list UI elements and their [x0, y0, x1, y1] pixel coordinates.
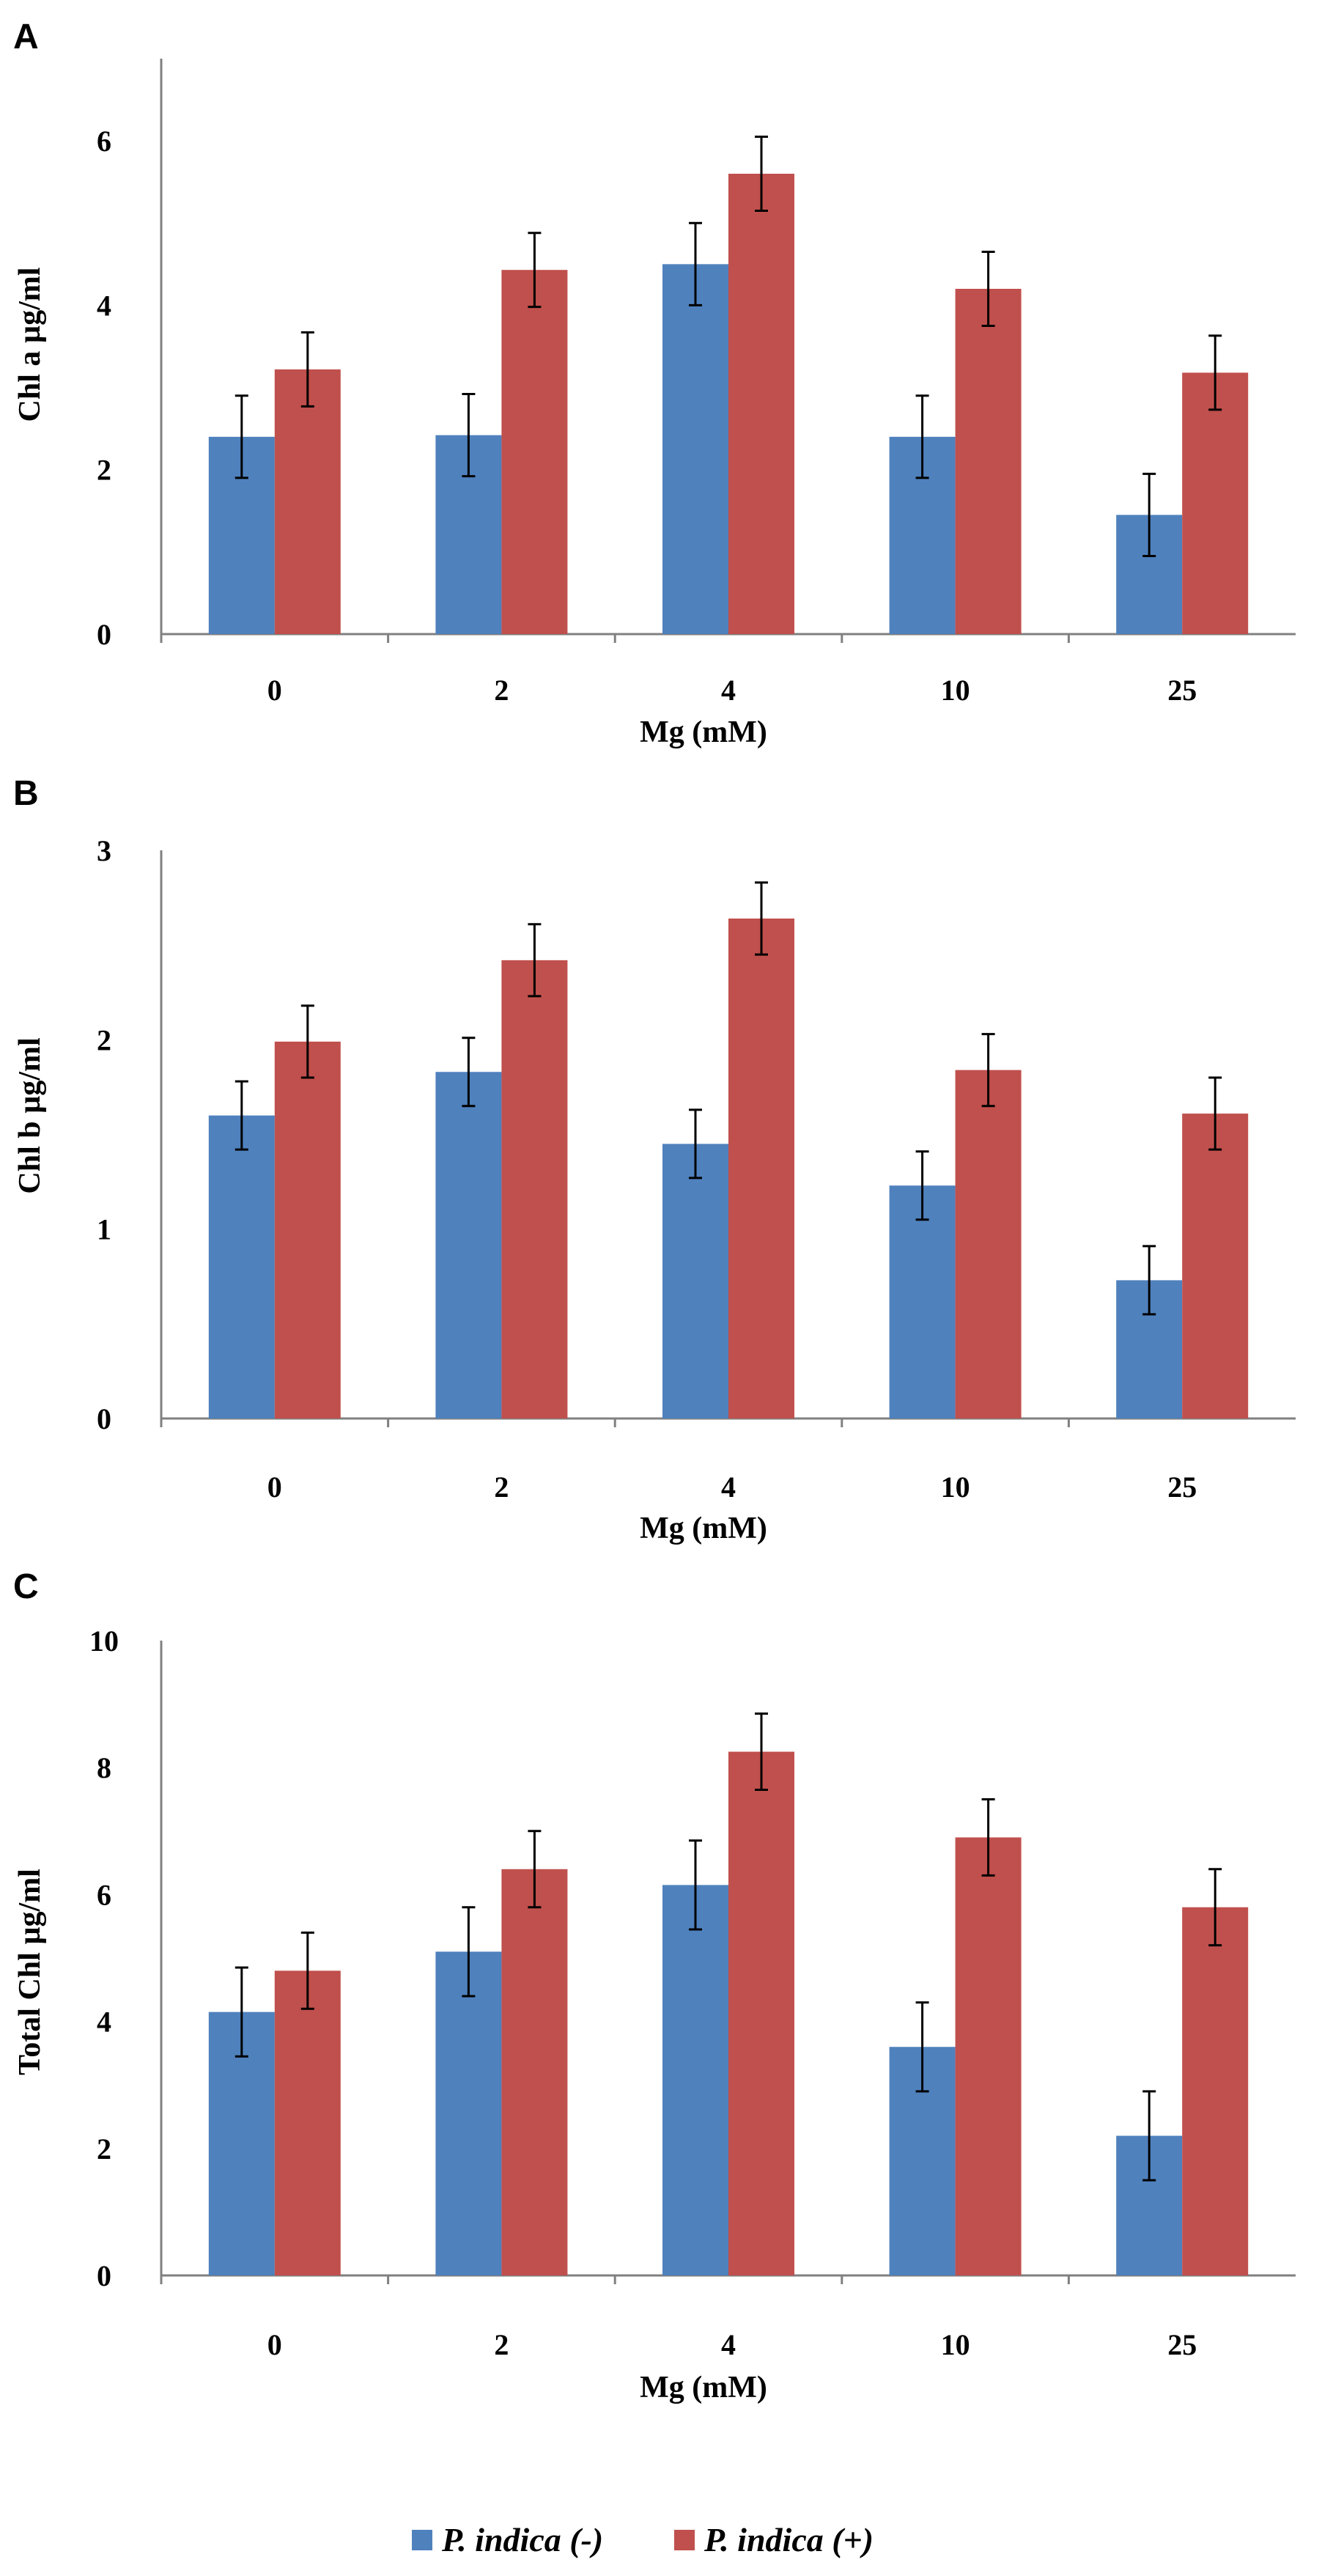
panel-c-x-tick-label: 25	[1167, 2328, 1197, 2361]
panel-c-y-tick-label: 0	[97, 2259, 111, 2292]
panel-b-y-tick-label: 2	[97, 1023, 111, 1056]
legend: P. indica (-) P. indica (+)	[412, 2521, 874, 2558]
panel-b-bar-minus	[662, 1144, 728, 1418]
panel-c-x-tick-label: 10	[941, 2328, 970, 2361]
panel-b-bar-plus	[274, 1041, 341, 1418]
panel-a-bar-plus	[955, 289, 1022, 634]
panel-b-x-tick-label: 10	[941, 1471, 970, 1504]
panel-a-marks: 0 2 4 6 0 2 4 10 25	[97, 59, 1296, 707]
panel-a-bar-plus	[728, 174, 794, 634]
panel-a-y-tick-label: 6	[97, 125, 111, 158]
panel-b-bar-minus	[889, 1185, 956, 1418]
panel-c-y-tick-label: 8	[97, 1751, 111, 1784]
panel-b-bar-plus	[955, 1070, 1022, 1418]
panel-b-y-tick-label: 1	[97, 1213, 111, 1246]
panel-b: B Chl b µg/ml Mg (mM) 0 1 2 3 0 2 4 10 25	[13, 774, 1296, 1545]
panel-a-y-tick-label: 2	[97, 454, 111, 487]
panel-b-y-axis-title: Chl b µg/ml	[13, 1037, 47, 1193]
panel-b-marks: 0 1 2 3 0 2 4 10 25	[97, 834, 1296, 1504]
panel-a-y-tick-label: 4	[97, 289, 111, 322]
panel-c-marks: 0 2 4 6 8 10 0 2 4 10 25	[89, 1624, 1296, 2361]
panel-c-y-axis-title: Total Chl µg/ml	[13, 1869, 47, 2075]
panel-c-y-tick-label: 4	[97, 2006, 111, 2039]
legend-swatch-p-indica-plus	[674, 2530, 695, 2550]
panel-c-y-tick-label: 10	[89, 1624, 119, 1657]
legend-swatch-p-indica-minus	[412, 2530, 432, 2550]
panel-a-bar-minus	[662, 264, 728, 634]
panel-c-letter: C	[13, 1567, 39, 1606]
panel-c-bar-plus	[274, 1970, 341, 2275]
panel-b-x-tick-label: 2	[494, 1471, 509, 1504]
panel-c: C Total Chl µg/ml Mg (mM) 0 2 4 6 8 10 0 2 4 10 25	[13, 1567, 1296, 2404]
panel-b-y-tick-label: 3	[97, 834, 111, 867]
panel-a-letter: A	[13, 18, 39, 56]
panel-a-x-tick-label: 0	[267, 674, 282, 707]
panel-a-bar-plus	[501, 270, 568, 634]
legend-label-p-indica-minus: P. indica (-)	[441, 2521, 603, 2558]
panel-c-y-tick-label: 6	[97, 1878, 111, 1911]
panel-c-x-axis-title: Mg (mM)	[640, 2371, 767, 2404]
panel-b-bar-plus	[1182, 1114, 1249, 1418]
panel-a-x-tick-label: 10	[941, 674, 970, 707]
panel-a-x-tick-label: 25	[1167, 674, 1197, 707]
panel-c-bar-plus	[1182, 1907, 1249, 2275]
panel-a-x-tick-label: 4	[721, 674, 736, 707]
panel-b-bar-minus	[208, 1115, 275, 1418]
panel-b-letter: B	[13, 774, 39, 813]
panel-a-bar-plus	[274, 369, 341, 634]
panel-b-x-tick-label: 4	[721, 1471, 736, 1504]
panel-c-bar-plus	[501, 1869, 568, 2275]
panel-b-bar-minus	[435, 1072, 502, 1418]
panel-a-y-tick-label: 0	[97, 618, 111, 651]
legend-label-p-indica-plus: P. indica (+)	[704, 2521, 874, 2558]
panel-a-y-axis-title: Chl a µg/ml	[13, 268, 47, 422]
panel-a-bar-plus	[1182, 372, 1249, 634]
panel-c-bar-minus	[662, 1885, 728, 2275]
panel-c-y-tick-label: 2	[97, 2132, 111, 2165]
panel-c-x-tick-label: 4	[721, 2328, 736, 2361]
panel-b-x-tick-label: 25	[1167, 1471, 1197, 1504]
panel-b-bar-plus	[501, 960, 568, 1418]
panel-c-bar-plus	[955, 1837, 1022, 2275]
panel-b-x-axis-title: Mg (mM)	[640, 1512, 767, 1545]
panel-c-x-tick-label: 2	[494, 2328, 509, 2361]
panel-a-x-tick-label: 2	[494, 674, 509, 707]
panel-c-bar-plus	[728, 1751, 794, 2275]
panel-b-x-tick-label: 0	[267, 1471, 282, 1504]
panel-a: A Chl a µg/ml Mg (mM) 0 2 4 6 0 2 4 10 25	[13, 18, 1296, 749]
panel-c-bar-minus	[435, 1951, 502, 2275]
panel-b-y-tick-label: 0	[97, 1402, 111, 1435]
panel-b-bar-plus	[728, 919, 794, 1418]
panel-a-x-axis-title: Mg (mM)	[640, 715, 767, 749]
panel-c-x-tick-label: 0	[267, 2328, 282, 2361]
